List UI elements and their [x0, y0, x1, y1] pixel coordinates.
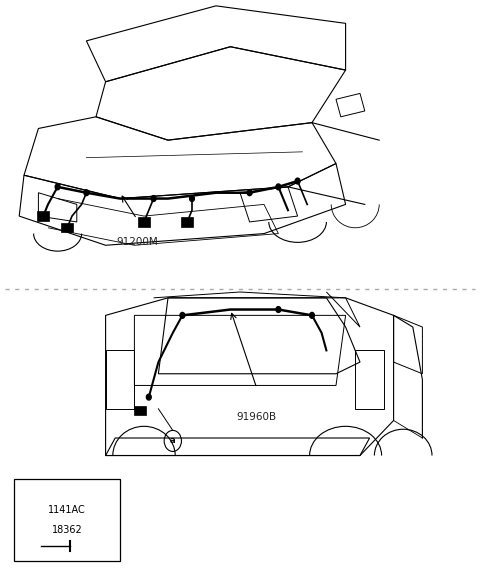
- Text: 91960B: 91960B: [237, 412, 277, 422]
- Circle shape: [180, 312, 185, 318]
- Circle shape: [151, 196, 156, 201]
- Circle shape: [276, 307, 281, 312]
- FancyBboxPatch shape: [134, 406, 146, 415]
- Circle shape: [55, 184, 60, 190]
- Text: 91200M: 91200M: [116, 237, 157, 246]
- FancyBboxPatch shape: [37, 211, 49, 221]
- FancyBboxPatch shape: [14, 479, 120, 561]
- Circle shape: [190, 196, 194, 201]
- Circle shape: [247, 190, 252, 196]
- Circle shape: [39, 544, 43, 548]
- FancyBboxPatch shape: [138, 217, 150, 227]
- Text: a: a: [170, 436, 176, 446]
- Circle shape: [146, 394, 151, 400]
- Circle shape: [310, 312, 314, 318]
- Circle shape: [295, 178, 300, 184]
- Text: 18362: 18362: [52, 524, 83, 534]
- Text: a: a: [24, 485, 29, 494]
- FancyBboxPatch shape: [181, 217, 193, 227]
- FancyBboxPatch shape: [61, 223, 73, 232]
- Circle shape: [276, 184, 281, 190]
- Circle shape: [84, 190, 89, 196]
- Text: 1141AC: 1141AC: [48, 505, 86, 515]
